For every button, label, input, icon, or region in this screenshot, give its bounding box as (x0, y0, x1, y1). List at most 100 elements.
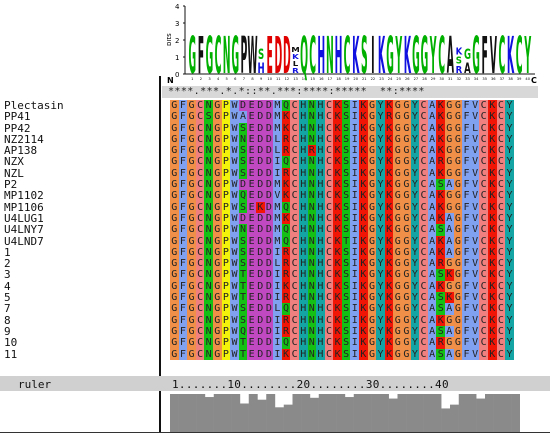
residue-cell: K (436, 246, 445, 259)
residue-cell: F (178, 348, 188, 360)
residue-cell: Y (410, 258, 420, 270)
residue-cell: A (427, 348, 437, 360)
residue-cell: K (333, 100, 342, 112)
logo-position: 34 (474, 77, 479, 81)
residue-cell: G (445, 100, 454, 112)
residue-cell: G (402, 258, 411, 270)
logo-position: 40 (525, 77, 530, 81)
residue-cell: I (273, 167, 282, 180)
logo-position: 5 (226, 77, 228, 81)
ruler-bar (0, 376, 550, 391)
residue-cell: R (281, 133, 291, 146)
residue-cell: G (170, 337, 179, 349)
sequence-name: 4 (4, 279, 11, 293)
residue-cell: Q (281, 156, 291, 168)
residue-cell: H (316, 303, 325, 315)
residue-cell: F (462, 156, 471, 168)
conservation-bar (467, 394, 477, 432)
residue-cell: N (307, 325, 317, 338)
residue-cell: Q (238, 190, 248, 202)
residue-cell: K (487, 235, 497, 247)
logo-letter: N (223, 26, 231, 84)
residue-cell: H (316, 133, 325, 146)
residue-cell: H (298, 179, 308, 191)
residue-cell: C (324, 258, 334, 270)
residue-cell: F (462, 122, 471, 134)
residue-cell: K (384, 337, 394, 349)
residue-cell: K (333, 179, 342, 191)
residue-cell: N (307, 122, 317, 134)
residue-cell: G (402, 292, 411, 304)
residue-cell: F (178, 190, 188, 202)
residue-cell: H (316, 145, 325, 157)
logo-position: 9 (260, 77, 263, 81)
residue-cell: G (187, 337, 196, 349)
residue-cell: G (445, 314, 454, 326)
residue-cell: I (350, 292, 360, 304)
residue-cell: M (273, 224, 282, 236)
residue-cell: M (273, 212, 282, 225)
residue-cell: P (221, 303, 231, 315)
residue-cell: N (204, 212, 213, 225)
sequence-name: MP1106 (4, 200, 44, 214)
conservation-bar (205, 397, 214, 432)
residue-cell: I (273, 156, 282, 168)
residue-cell: N (204, 325, 213, 338)
residue-cell: I (350, 122, 360, 134)
residue-cell: G (402, 269, 411, 281)
residue-cell: G (367, 292, 377, 304)
residue-cell: D (264, 111, 274, 123)
residue-cell: I (273, 325, 282, 338)
residue-cell: K (384, 167, 394, 180)
residue-cell: C (195, 325, 205, 338)
residue-cell: F (462, 348, 471, 360)
residue-cell: K (384, 190, 394, 202)
residue-cell: E (247, 179, 256, 191)
residue-cell: K (487, 100, 497, 112)
residue-cell: G (187, 224, 196, 236)
residue-cell: M (273, 111, 282, 123)
residue-cell: S (238, 258, 248, 270)
residue-cell: K (281, 190, 291, 202)
logo-letter: K (292, 53, 300, 61)
residue-cell: N (204, 235, 213, 247)
logo-position: 1 (191, 77, 193, 81)
residue-cell: Y (376, 325, 385, 338)
residue-cell: Q (281, 337, 291, 349)
residue-cell: N (307, 212, 317, 225)
residue-cell: A (427, 224, 437, 236)
residue-cell: G (393, 179, 403, 191)
residue-cell: P (221, 325, 231, 338)
residue-cell: A (427, 201, 437, 213)
residue-cell: F (462, 325, 471, 338)
residue-cell: C (479, 145, 488, 157)
residue-cell: C (195, 269, 205, 281)
residue-cell: G (212, 258, 222, 270)
residue-cell: D (255, 190, 265, 202)
residue-cell: N (307, 348, 317, 360)
residue-cell: I (350, 190, 360, 202)
residue-cell: D (255, 212, 265, 225)
logo-letter: C (344, 26, 351, 84)
residue-cell: S (238, 314, 248, 326)
residue-cell: Y (376, 292, 385, 304)
residue-cell: L (470, 122, 480, 134)
residue-cell: G (187, 201, 196, 213)
residue-cell: C (195, 201, 205, 213)
logo-letter: C (215, 26, 222, 84)
residue-cell: C (195, 235, 205, 247)
residue-cell: G (393, 314, 403, 326)
residue-cell: C (479, 292, 488, 304)
residue-cell: R (281, 258, 291, 270)
residue-cell: H (298, 145, 308, 157)
residue-cell: Y (505, 190, 514, 202)
residue-cell: K (384, 246, 394, 259)
residue-cell: C (290, 167, 299, 180)
sequence-name: AP138 (4, 144, 38, 158)
residue-cell: F (178, 246, 188, 259)
residue-cell: C (290, 122, 299, 134)
residue-cell: C (479, 179, 488, 191)
residue-cell: F (462, 280, 471, 293)
